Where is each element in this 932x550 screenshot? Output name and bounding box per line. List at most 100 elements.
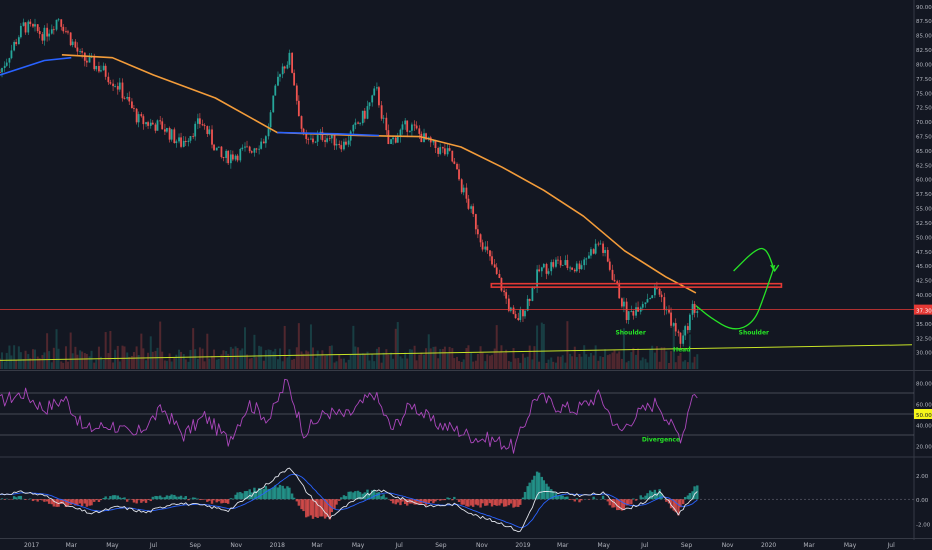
candle-body[interactable] <box>22 22 25 26</box>
candle-body[interactable] <box>597 243 600 245</box>
candle-body[interactable] <box>441 147 444 149</box>
candle-body[interactable] <box>272 95 275 113</box>
candle-body[interactable] <box>27 21 30 33</box>
candle-body[interactable] <box>283 66 286 69</box>
candle-body[interactable] <box>373 88 376 96</box>
candle-body[interactable] <box>641 304 644 308</box>
candle-body[interactable] <box>142 116 145 125</box>
candle-body[interactable] <box>352 124 355 132</box>
candle-body[interactable] <box>611 269 614 280</box>
candle-body[interactable] <box>625 301 628 321</box>
candle-body[interactable] <box>644 302 647 305</box>
candle-body[interactable] <box>674 323 677 332</box>
candle-body[interactable] <box>128 96 131 102</box>
candle-body[interactable] <box>227 150 230 164</box>
candle-body[interactable] <box>277 76 279 86</box>
candle-body[interactable] <box>378 87 380 106</box>
candle-body[interactable] <box>88 57 91 63</box>
candle-body[interactable] <box>555 259 557 267</box>
time-axis[interactable]: 2017 Mar May Jul Sep Nov 2018 Mar May Jul Sep Nov 20… <box>24 542 895 549</box>
candle-body[interactable] <box>116 86 119 90</box>
candle-body[interactable] <box>354 122 357 125</box>
candle-body[interactable] <box>324 140 326 142</box>
candle-body[interactable] <box>564 260 567 265</box>
candle-body[interactable] <box>220 146 223 158</box>
candle-body[interactable] <box>145 122 147 125</box>
candle-body[interactable] <box>682 335 685 344</box>
candle-body[interactable] <box>175 141 178 144</box>
candle-body[interactable] <box>448 148 451 151</box>
candle-body[interactable] <box>434 139 437 149</box>
candle-body[interactable] <box>604 249 606 253</box>
price-candles[interactable] <box>0 17 699 349</box>
candle-body[interactable] <box>164 129 166 132</box>
candle-body[interactable] <box>194 123 197 137</box>
candle-body[interactable] <box>98 66 100 72</box>
candle-body[interactable] <box>437 148 440 154</box>
candle-body[interactable] <box>314 141 317 143</box>
candle-body[interactable] <box>517 318 520 320</box>
candle-body[interactable] <box>154 124 157 131</box>
candle-body[interactable] <box>420 133 423 143</box>
candle-body[interactable] <box>38 31 41 35</box>
candle-body[interactable] <box>649 298 652 300</box>
candle-body[interactable] <box>382 117 385 119</box>
candle-body[interactable] <box>250 151 253 153</box>
candle-body[interactable] <box>621 298 623 307</box>
candle-body[interactable] <box>229 154 232 164</box>
candle-body[interactable] <box>602 243 604 253</box>
candle-body[interactable] <box>408 130 411 132</box>
candle-body[interactable] <box>613 279 616 282</box>
candle-body[interactable] <box>580 265 583 270</box>
candle-body[interactable] <box>57 19 60 21</box>
candle-body[interactable] <box>198 118 201 125</box>
candle-body[interactable] <box>71 41 74 46</box>
candle-body[interactable] <box>140 114 143 117</box>
candle-body[interactable] <box>60 19 63 27</box>
candle-body[interactable] <box>585 258 588 260</box>
candle-body[interactable] <box>493 264 496 268</box>
candle-body[interactable] <box>653 286 656 296</box>
candle-body[interactable] <box>557 259 559 261</box>
candle-body[interactable] <box>52 29 55 31</box>
candle-body[interactable] <box>343 141 345 150</box>
candle-body[interactable] <box>81 51 84 53</box>
candle-body[interactable] <box>552 262 555 267</box>
candle-body[interactable] <box>274 85 277 96</box>
candle-body[interactable] <box>213 144 215 151</box>
candle-body[interactable] <box>608 261 611 270</box>
candle-body[interactable] <box>495 267 498 274</box>
candle-body[interactable] <box>538 269 541 272</box>
candle-body[interactable] <box>180 137 182 147</box>
candle-body[interactable] <box>135 108 138 123</box>
candle-body[interactable] <box>62 26 65 32</box>
candle-body[interactable] <box>206 126 209 134</box>
candle-body[interactable] <box>540 267 543 272</box>
candle-body[interactable] <box>29 21 32 25</box>
candle-body[interactable] <box>335 143 338 146</box>
candle-body[interactable] <box>663 297 666 311</box>
candle-body[interactable] <box>347 140 350 145</box>
candle-body[interactable] <box>345 141 347 145</box>
candle-body[interactable] <box>338 143 341 146</box>
candle-body[interactable] <box>583 259 586 266</box>
candle-body[interactable] <box>241 147 244 150</box>
candle-body[interactable] <box>385 117 388 131</box>
candle-body[interactable] <box>118 82 121 90</box>
candle-body[interactable] <box>149 122 152 126</box>
candle-body[interactable] <box>236 155 239 161</box>
candle-body[interactable] <box>13 42 16 51</box>
candle-body[interactable] <box>616 281 619 284</box>
candle-body[interactable] <box>109 82 112 84</box>
candle-body[interactable] <box>606 249 609 262</box>
candle-body[interactable] <box>48 33 51 37</box>
candle-body[interactable] <box>131 101 133 109</box>
candle-body[interactable] <box>333 133 336 146</box>
candle-body[interactable] <box>300 116 303 129</box>
candle-body[interactable] <box>291 52 294 73</box>
candle-body[interactable] <box>192 135 195 137</box>
candle-body[interactable] <box>509 307 512 311</box>
candle-body[interactable] <box>363 110 366 119</box>
candle-body[interactable] <box>387 130 390 145</box>
